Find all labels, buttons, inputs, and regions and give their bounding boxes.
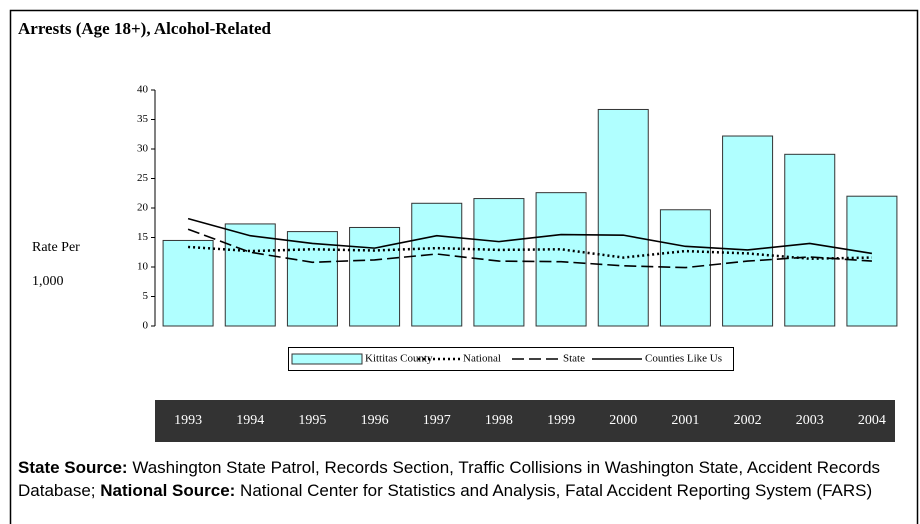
legend-label: National: [463, 353, 501, 365]
source-text: Washington State Patrol, Records Section…: [18, 458, 881, 500]
y-tick-label: 40: [137, 84, 149, 96]
bar: [224, 223, 276, 327]
x-tick-label: 1993: [174, 413, 202, 428]
x-tick-label: 1996: [361, 413, 389, 428]
x-tick-label: 1995: [298, 413, 326, 428]
legend-swatch: [291, 353, 363, 365]
source-text: National Source:: [100, 481, 236, 500]
legend-label: Kittitas County: [365, 353, 433, 365]
line: [187, 228, 872, 269]
y-axis-label: 1,000: [32, 274, 64, 289]
line: [187, 217, 873, 255]
y-tick-label: 20: [137, 202, 149, 214]
source-text: State Source:: [18, 458, 128, 477]
x-tick-label: 1994: [236, 413, 264, 428]
x-tick-label: 1999: [547, 413, 575, 428]
x-tick-label: 1997: [423, 413, 451, 428]
category-band: [155, 400, 895, 442]
frame: [9, 9, 919, 524]
x-tick-label: 2003: [796, 413, 824, 428]
legend: [288, 347, 734, 371]
x-tick-label: 2002: [734, 413, 762, 428]
bar: [349, 226, 401, 327]
line: [188, 245, 872, 260]
x-tick-label: 2004: [858, 413, 886, 428]
bar: [411, 202, 463, 327]
legend-label: Counties Like Us: [645, 353, 722, 365]
source-note: State Source: Washington State Patrol, R…: [18, 456, 898, 518]
bar: [784, 153, 836, 327]
bar: [286, 231, 338, 327]
y-tick-label: 0: [143, 320, 149, 332]
chart-title: Arrests (Age 18+), Alcohol-Related: [18, 19, 272, 38]
y-tick-label: 10: [137, 261, 149, 273]
x-tick-label: 2001: [671, 413, 699, 428]
bar: [597, 108, 649, 327]
legend-label: State: [563, 353, 585, 365]
y-tick-label: 5: [143, 290, 149, 302]
y-axis-label: Rate Per: [32, 240, 80, 255]
y-tick-label: 30: [137, 143, 149, 155]
bar: [535, 192, 587, 327]
bar: [473, 198, 525, 327]
y-tick-label: 35: [137, 113, 149, 125]
y-tick-label: 15: [137, 231, 149, 243]
source-text: National Center for Statistics and Analy…: [235, 481, 873, 500]
x-tick-label: 2000: [609, 413, 637, 428]
bar: [722, 135, 774, 327]
x-tick-label: 1998: [485, 413, 513, 428]
bar: [162, 239, 214, 327]
y-tick-label: 25: [137, 172, 149, 184]
